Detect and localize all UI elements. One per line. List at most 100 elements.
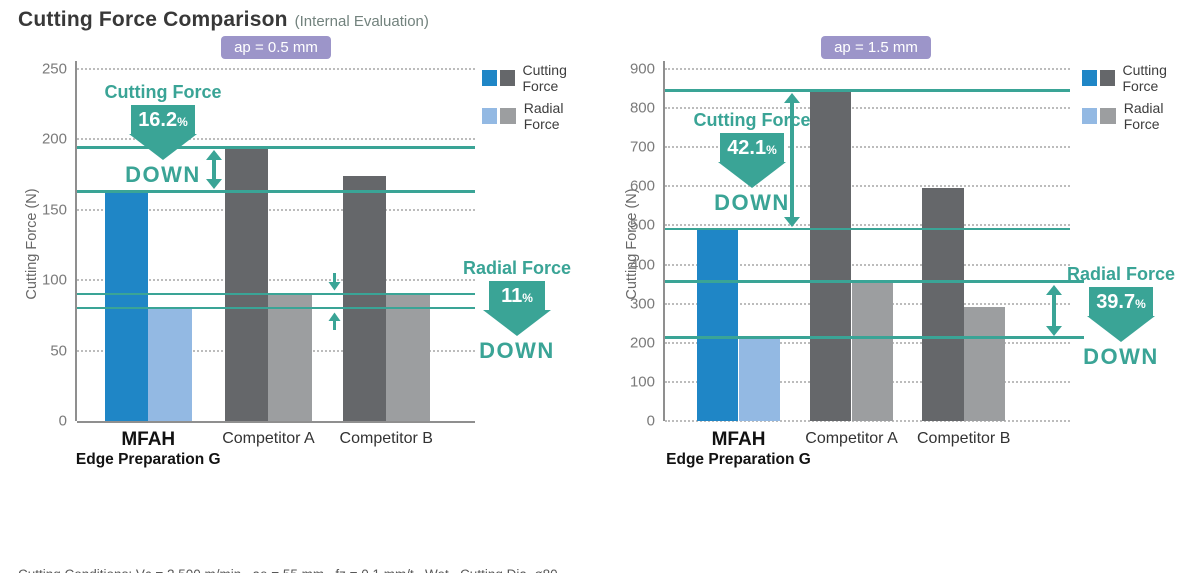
- y-axis-title: Cutting Force (N): [624, 188, 640, 300]
- cutting-force-annotation: Cutting Force 42.1% DOWN: [692, 110, 812, 216]
- legend-swatch: [499, 70, 515, 86]
- x-category-text: Competitor B: [917, 430, 1011, 447]
- chart-panel-ap05: ap = 0.5 mm Cutting Force (N) 0 50 100 150 2…: [0, 0, 600, 500]
- chart-panel-ap15: ap = 1.5 mm Cutting Force (N) 0 100 200 300…: [600, 0, 1200, 500]
- gridline: [665, 107, 1070, 110]
- percent-down-arrow: 16.2%: [104, 105, 222, 160]
- arrow-head-down: [784, 217, 801, 228]
- legend-swatch: [482, 70, 497, 86]
- y-tick-label: 150: [41, 201, 67, 219]
- page-subtitle: (Internal Evaluation): [294, 13, 429, 30]
- x-category-label: Competitor A: [805, 430, 897, 448]
- annotation-title: Cutting Force: [104, 82, 222, 102]
- percent-value: 42.1: [727, 137, 767, 159]
- double-arrow: [1045, 284, 1063, 336]
- cutting-force-annotation: Cutting Force 16.2% DOWN: [104, 82, 222, 188]
- legend-label: Cutting Force: [522, 62, 567, 94]
- reference-line: [665, 89, 1070, 92]
- bar-cutting-0: [696, 229, 739, 421]
- double-arrow: [205, 149, 223, 190]
- gridline: [77, 138, 475, 141]
- reference-line: [77, 292, 475, 296]
- percent-unit: %: [177, 115, 188, 129]
- x-category-text: Competitor B: [339, 430, 433, 447]
- arrow-tip: [129, 134, 197, 160]
- mini-arrow-down: [328, 273, 341, 291]
- legend-swatch: [1082, 70, 1097, 86]
- percent-value: 39.7: [1096, 291, 1136, 313]
- x-category-label: MFAH Edge Preparation G: [76, 429, 221, 469]
- percent-value: 11: [501, 285, 523, 307]
- bar-radial-2: [386, 294, 430, 421]
- legend-row: Cutting Force: [1082, 62, 1200, 94]
- plot-area: 0 50 100 150 200 250 MFAH Edge Preparation G Com…: [42, 61, 475, 468]
- legend-row: Radial Force: [1082, 100, 1200, 132]
- annotation-title: Cutting Force: [693, 110, 811, 130]
- reference-line: [77, 190, 475, 193]
- gridline: [77, 68, 475, 70]
- radial-force-annotation: Radial Force 11% DOWN: [458, 258, 576, 364]
- gridline: [665, 185, 1070, 188]
- x-category-label: Competitor A: [222, 430, 314, 448]
- x-category-label: Competitor B: [917, 430, 1010, 448]
- legend-swatch: [1099, 70, 1115, 86]
- gridline: [77, 279, 475, 282]
- arrow-head-up: [1045, 284, 1062, 295]
- plot-area: 0 100 200 300 400 500 600 700 800 900 MFAH Edge Pre…: [630, 61, 1084, 468]
- gridline: [665, 68, 1070, 70]
- y-tick-label: 50: [50, 342, 67, 360]
- y-tick-label: 300: [629, 295, 655, 313]
- y-tick-label: 400: [629, 256, 655, 274]
- y-axis-line: [663, 61, 665, 421]
- y-tick-label: 250: [41, 60, 67, 78]
- ap-badge: ap = 1.5 mm: [821, 36, 931, 59]
- legend-swatch: [1100, 108, 1116, 124]
- bar-radial-1: [268, 294, 312, 421]
- reference-line: [77, 146, 475, 149]
- y-tick-label: 200: [41, 130, 67, 148]
- arrow-head-up: [784, 92, 801, 103]
- bar-radial-0: [148, 308, 192, 421]
- gridline: [77, 208, 475, 211]
- gridline: [665, 420, 1070, 422]
- gridline: [665, 224, 1070, 227]
- bar-cutting-1: [809, 90, 852, 421]
- percent-down-arrow: 11%: [458, 281, 576, 336]
- arrow-tip: [718, 162, 786, 188]
- y-axis-title: Cutting Force (N): [24, 188, 40, 300]
- y-tick-label: 0: [646, 412, 655, 430]
- arrow-shaft: [1052, 294, 1056, 326]
- bar-cutting-2: [342, 176, 387, 421]
- percent-unit: %: [766, 143, 777, 157]
- gridline: [665, 263, 1070, 266]
- percent-unit: %: [1135, 297, 1146, 311]
- bar-cutting-2: [922, 187, 964, 421]
- gridline: [665, 146, 1070, 149]
- annotation-title: Radial Force: [1066, 264, 1176, 284]
- mini-arrow-up: [328, 312, 341, 331]
- legend-swatch: [1082, 108, 1098, 124]
- arrow-head-down: [1045, 325, 1062, 336]
- y-tick-label: 600: [629, 177, 655, 195]
- down-label: DOWN: [1083, 344, 1159, 369]
- bar-radial-1: [851, 281, 893, 421]
- legend-label: Radial Force: [1123, 100, 1164, 132]
- percent-down-arrow: 39.7%: [1062, 287, 1180, 342]
- legend-row: Cutting Force: [482, 62, 600, 94]
- y-tick-label: 0: [58, 412, 67, 430]
- y-tick-label: 800: [629, 99, 655, 117]
- y-tick-label: 700: [629, 138, 655, 156]
- reference-line: [665, 336, 1084, 339]
- arrow-head-up: [205, 149, 222, 160]
- percent-down-arrow: 42.1%: [692, 133, 812, 188]
- arrow-shaft: [212, 159, 216, 180]
- reference-line: [665, 280, 1084, 283]
- x-category-label: MFAH Edge Preparation G: [666, 429, 811, 469]
- y-tick-label: 100: [629, 373, 655, 391]
- bar-cutting-1: [225, 147, 269, 421]
- y-axis-line: [75, 61, 77, 421]
- legend-swatch: [482, 108, 498, 124]
- arrow-shaft: [790, 102, 794, 218]
- y-tick-label: 200: [629, 334, 655, 352]
